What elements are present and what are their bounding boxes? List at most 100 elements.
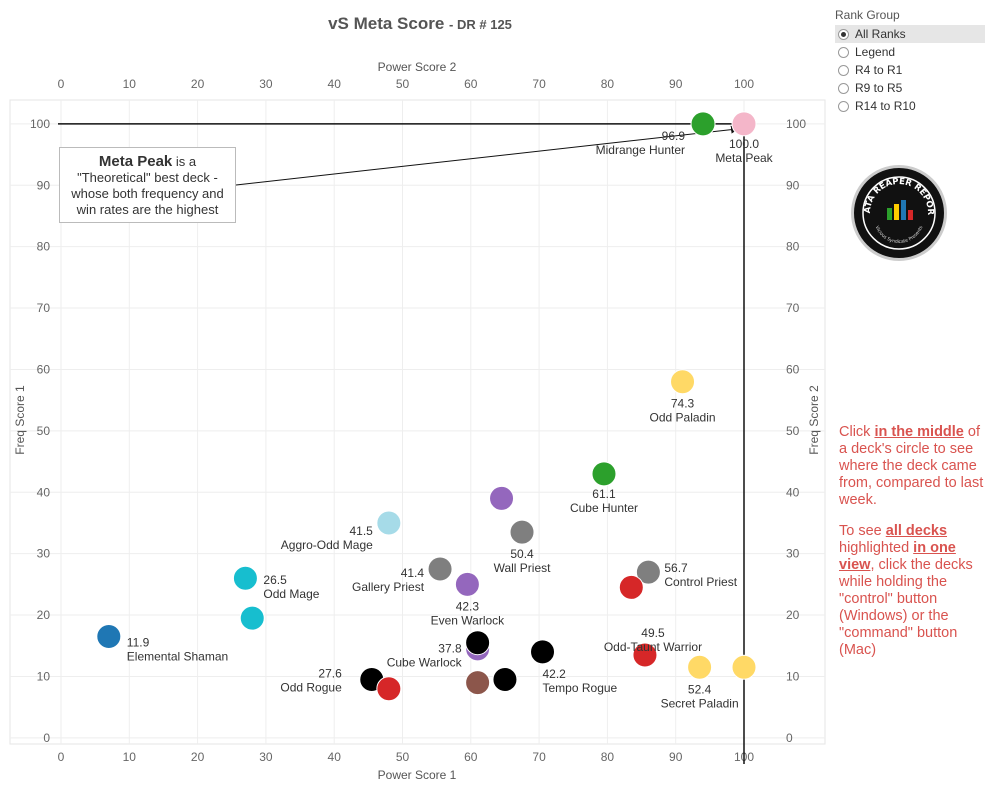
deck-score-label: 74.3 (671, 397, 695, 411)
x-tick-label-bottom: 40 (328, 750, 342, 764)
deck-point[interactable] (531, 640, 555, 664)
x-tick-label-bottom: 60 (464, 750, 478, 764)
deck-point[interactable] (671, 370, 695, 394)
deck-point[interactable] (688, 655, 712, 679)
logo-graphic: DATA REAPER REPORT Vicious Syndicate Pre… (854, 168, 944, 258)
deck-score-label: 41.5 (349, 524, 373, 538)
deck-point[interactable] (97, 625, 121, 649)
deck-score-label: 42.3 (456, 599, 480, 613)
x-tick-label-bottom: 20 (191, 750, 205, 764)
deck-score-label: 27.6 (318, 667, 342, 681)
deck-point[interactable] (377, 511, 401, 535)
deck-point[interactable] (240, 606, 264, 630)
deck-point[interactable] (510, 520, 534, 544)
deck-score-label: 50.4 (510, 547, 534, 561)
rank-group-label: Rank Group (835, 8, 985, 22)
x-axis-label-top: Power Score 2 (378, 60, 457, 74)
radio-icon[interactable] (838, 65, 849, 76)
callout-text3: whose both frequency and (71, 186, 224, 201)
rank-option-r4-r1[interactable]: R4 to R1 (835, 61, 985, 79)
deck-point[interactable] (377, 677, 401, 701)
x-tick-label-top: 40 (328, 77, 342, 91)
rank-option-label: R9 to R5 (855, 81, 902, 95)
x-tick-label-top: 10 (123, 77, 137, 91)
x-tick-label-top: 70 (532, 77, 546, 91)
deck-name-label: Even Warlock (431, 613, 506, 627)
help-text-part: highlighted (839, 540, 913, 556)
y-tick-label-left: 10 (37, 669, 51, 683)
callout-text1: is a (172, 154, 196, 169)
x-tick-label-bottom: 50 (396, 750, 410, 764)
help-text-part: To see (839, 523, 886, 539)
rank-option-r9-r5[interactable]: R9 to R5 (835, 79, 985, 97)
radio-icon[interactable] (838, 47, 849, 58)
deck-point[interactable] (233, 566, 257, 590)
y-tick-label-left: 70 (37, 301, 51, 315)
deck-score-label: 96.9 (662, 129, 686, 143)
y-tick-label-right: 90 (786, 178, 800, 192)
y-tick-label-left: 80 (37, 240, 51, 254)
y-tick-label-left: 90 (37, 178, 51, 192)
y-tick-label-left: 50 (37, 424, 51, 438)
rank-option-r14-r10[interactable]: R14 to R10 (835, 97, 985, 115)
deck-score-label: 100.0 (729, 137, 759, 151)
deck-score-label: 61.1 (592, 487, 616, 501)
deck-point[interactable] (592, 462, 616, 486)
y-tick-label-right: 10 (786, 669, 800, 683)
help-text: Click in the middle of a deck's circle t… (839, 424, 989, 673)
x-tick-label-top: 50 (396, 77, 410, 91)
deck-point[interactable] (428, 557, 452, 581)
radio-icon[interactable] (838, 29, 849, 40)
deck-name-label: Midrange Hunter (596, 143, 685, 157)
deck-point[interactable] (493, 668, 517, 692)
deck-name-label: Wall Priest (494, 561, 552, 575)
deck-point[interactable] (691, 112, 715, 136)
x-tick-label-top: 80 (601, 77, 615, 91)
deck-score-label: 37.8 (438, 642, 462, 656)
y-tick-label-right: 40 (786, 485, 800, 499)
deck-point[interactable] (732, 112, 756, 136)
rank-group-filter: Rank Group All Ranks Legend R4 to R1 R9 … (835, 8, 985, 115)
x-tick-label-top: 60 (464, 77, 478, 91)
rank-option-label: All Ranks (855, 27, 906, 41)
deck-point[interactable] (455, 572, 479, 596)
y-tick-label-left: 20 (37, 608, 51, 622)
rank-option-label: Legend (855, 45, 895, 59)
deck-score-label: 41.4 (401, 566, 425, 580)
scatter-chart: 0010102020303040405050606070708080909010… (0, 0, 993, 796)
deck-name-label: Tempo Rogue (543, 681, 618, 695)
radio-icon[interactable] (838, 83, 849, 94)
deck-name-label: Control Priest (664, 575, 737, 589)
y-axis-label-right: Freq Score 2 (807, 385, 821, 455)
rank-option-legend[interactable]: Legend (835, 43, 985, 61)
callout-text4: win rates are the highest (77, 202, 219, 217)
deck-point[interactable] (732, 655, 756, 679)
callout-bold: Meta Peak (99, 153, 172, 170)
deck-name-label: Odd Mage (263, 587, 319, 601)
deck-name-label: Elemental Shaman (127, 650, 228, 664)
y-tick-label-right: 70 (786, 301, 800, 315)
radio-icon[interactable] (838, 101, 849, 112)
help-paragraph-1: Click in the middle of a deck's circle t… (839, 424, 989, 509)
deck-point[interactable] (490, 486, 514, 510)
deck-name-label: Gallery Priest (352, 580, 425, 594)
deck-score-label: 26.5 (263, 573, 287, 587)
y-tick-label-right: 60 (786, 362, 800, 376)
deck-name-label: Secret Paladin (661, 696, 739, 710)
x-tick-label-bottom: 90 (669, 750, 683, 764)
y-tick-label-left: 30 (37, 547, 51, 561)
deck-score-label: 56.7 (664, 561, 688, 575)
deck-name-label: Cube Warlock (387, 656, 463, 670)
x-tick-label-top: 100 (734, 77, 754, 91)
y-tick-label-right: 100 (786, 117, 806, 131)
deck-point[interactable] (619, 575, 643, 599)
deck-score-label: 52.4 (688, 682, 712, 696)
rank-option-label: R14 to R10 (855, 99, 916, 113)
rank-option-all-ranks[interactable]: All Ranks (835, 25, 985, 43)
x-tick-label-bottom: 30 (259, 750, 273, 764)
x-tick-label-bottom: 10 (123, 750, 137, 764)
deck-point[interactable] (466, 631, 490, 655)
x-tick-label-top: 30 (259, 77, 273, 91)
deck-point[interactable] (466, 671, 490, 695)
rank-option-label: R4 to R1 (855, 63, 902, 77)
